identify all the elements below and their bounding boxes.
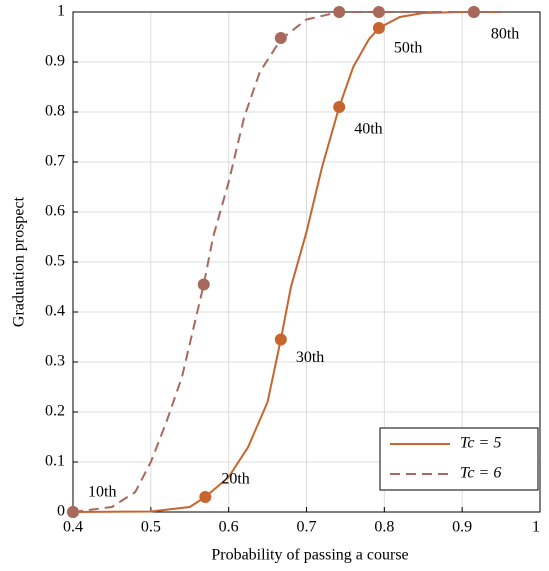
- legend-label: Tc = 6: [460, 465, 501, 482]
- marker-label: 50th: [394, 40, 422, 57]
- x-axis-label: Probability of passing a course: [211, 547, 408, 564]
- marker: [372, 22, 385, 34]
- marker-label: 30th: [296, 349, 324, 366]
- y-axis-label: Graduation prospect: [11, 196, 28, 327]
- marker: [274, 333, 287, 346]
- x-tick-label: 1: [532, 519, 540, 536]
- y-tick-label: 0.7: [45, 153, 65, 170]
- legend-label: Tc = 5: [460, 435, 501, 452]
- y-tick-label: 0: [57, 503, 65, 520]
- line: [72, 11, 502, 513]
- marker-label: 20th: [221, 471, 249, 488]
- marker: [274, 32, 287, 44]
- y-tick-label: 0.1: [45, 453, 65, 470]
- y-tick-label: 1: [57, 3, 65, 20]
- marker: [67, 506, 79, 518]
- plot-frame: [72, 11, 541, 513]
- legend-box: [379, 427, 539, 491]
- marker-label: 40th: [354, 121, 382, 138]
- x-tick-label: 0.8: [374, 519, 394, 536]
- x-tick-label: 0.9: [452, 519, 472, 536]
- y-tick-label: 0.8: [45, 103, 65, 120]
- x-tick-label: 0.5: [141, 519, 161, 536]
- marker-label: 80th: [491, 26, 519, 43]
- marker: [199, 491, 212, 503]
- marker: [197, 278, 210, 291]
- marker: [372, 6, 385, 18]
- y-tick-label: 0.3: [45, 353, 65, 370]
- x-tick-label: 0.4: [63, 519, 83, 536]
- y-tick-label: 0.4: [45, 303, 65, 320]
- marker: [333, 6, 346, 18]
- x-tick-label: 0.7: [297, 519, 317, 536]
- y-tick-label: 0.5: [45, 253, 65, 270]
- x-tick-label: 0.6: [219, 519, 239, 536]
- y-tick-label: 0.2: [45, 403, 65, 420]
- y-tick-label: 0.9: [45, 53, 65, 70]
- y-tick-label: 0.6: [45, 203, 65, 220]
- marker: [467, 6, 480, 18]
- marker: [333, 101, 346, 113]
- marker-label: 10th: [88, 484, 116, 501]
